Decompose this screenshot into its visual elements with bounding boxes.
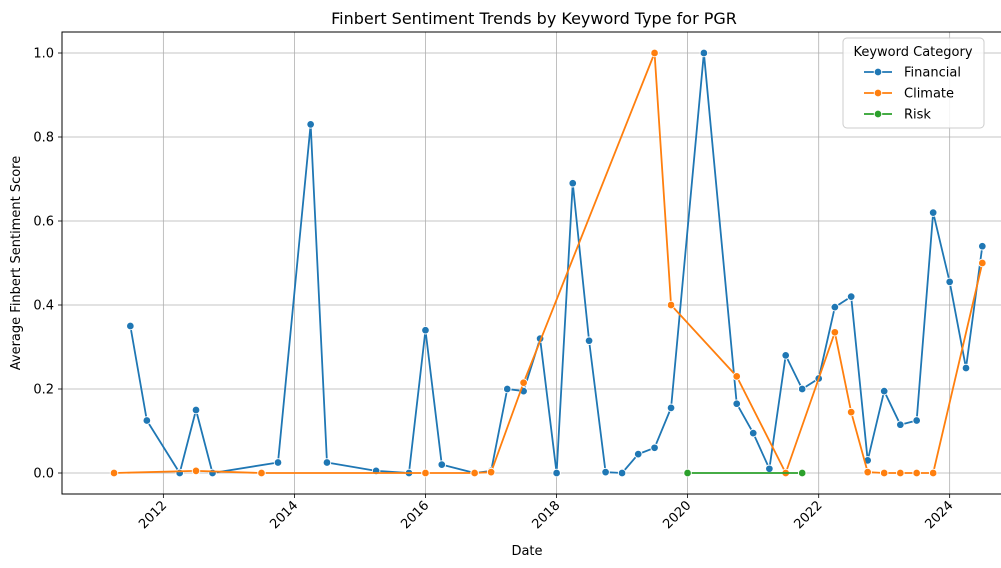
data-point-financial (732, 399, 741, 408)
data-point-financial (961, 363, 971, 373)
data-point-financial (421, 325, 430, 335)
data-point-climate (519, 378, 528, 387)
y-tick-label: 0.4 (33, 299, 54, 314)
data-point-financial (830, 302, 840, 312)
data-point-financial (896, 420, 905, 429)
legend-entries: Financial Climate Risk (864, 66, 961, 123)
legend: Keyword Category Financial Climate Risk (842, 37, 985, 129)
data-point-climate (109, 468, 119, 478)
data-point-financial (584, 336, 594, 345)
data-point-financial (666, 403, 676, 413)
data-point-climate (421, 468, 430, 478)
legend-marker-financial (873, 67, 883, 77)
data-point-financial (928, 208, 938, 217)
legend-label-risk: Risk (904, 108, 931, 123)
data-point-climate (732, 372, 741, 381)
data-point-financial (699, 48, 709, 58)
legend-entry-risk: Risk (864, 108, 931, 123)
legend-marker-risk (873, 109, 883, 119)
data-point-financial (781, 351, 790, 360)
data-point-climate (666, 300, 676, 310)
data-point-climate (846, 407, 856, 417)
data-point-financial (650, 443, 659, 453)
data-point-financial (503, 384, 512, 394)
data-point-financial (846, 292, 856, 301)
data-point-climate (978, 258, 987, 268)
y-tick-label: 0.0 (33, 467, 54, 482)
data-point-financial (306, 120, 315, 129)
y-axis-label: Average Finbert Sentiment Score (9, 156, 24, 370)
legend-entry-financial: Financial (864, 66, 961, 81)
data-point-financial (945, 277, 954, 287)
data-point-climate (879, 468, 889, 478)
legend-entry-climate: Climate (864, 87, 954, 102)
series-line-financial (129, 52, 984, 474)
data-point-financial (748, 428, 758, 438)
data-point-financial (601, 467, 610, 477)
data-point-financial (765, 464, 774, 474)
data-point-financial (912, 416, 921, 425)
data-point-climate (830, 328, 840, 337)
data-point-climate (257, 468, 266, 478)
data-point-climate (486, 467, 496, 477)
data-point-risk (797, 468, 807, 478)
data-point-financial (437, 460, 447, 469)
data-point-climate (191, 466, 201, 476)
data-point-financial (175, 468, 184, 478)
grid (62, 32, 1001, 494)
legend-box (842, 37, 985, 129)
data-point-financial (142, 416, 152, 425)
series-risk (683, 468, 807, 478)
y-tick-label: 0.6 (33, 215, 54, 230)
data-point-risk (683, 468, 692, 478)
data-point-financial (273, 458, 283, 467)
data-point-financial (552, 468, 561, 478)
data-point-financial (879, 386, 889, 396)
data-point-financial (208, 468, 217, 478)
y-tick-label: 0.8 (33, 131, 54, 146)
legend-label-financial: Financial (904, 66, 961, 81)
legend-title: Keyword Category (853, 45, 972, 60)
data-point-financial (126, 321, 135, 331)
y-tick-label: 1.0 (33, 47, 54, 62)
data-point-financial (978, 241, 987, 251)
data-point-climate (470, 468, 479, 478)
legend-marker-climate (873, 88, 883, 98)
series-financial (126, 48, 987, 478)
x-axis-label: Date (511, 544, 542, 559)
data-point-financial (633, 449, 643, 459)
data-point-climate (912, 468, 921, 478)
data-point-climate (928, 468, 938, 478)
y-axis-ticks: 0.0 0.2 0.4 0.6 0.8 1.0 (33, 47, 62, 482)
data-point-financial (797, 384, 807, 394)
data-point-climate (650, 48, 659, 58)
data-point-financial (191, 405, 201, 415)
y-tick-label: 0.2 (33, 383, 54, 398)
chart-title: Finbert Sentiment Trends by Keyword Type… (331, 9, 737, 28)
plot-frame (61, 31, 1001, 495)
data-point-climate (863, 467, 872, 477)
data-point-financial (617, 468, 627, 478)
data-point-financial (322, 458, 332, 467)
legend-label-climate: Climate (904, 87, 954, 102)
series-climate (109, 48, 987, 478)
series-layer (109, 48, 987, 478)
data-point-financial (568, 178, 578, 188)
data-point-climate (896, 468, 905, 478)
